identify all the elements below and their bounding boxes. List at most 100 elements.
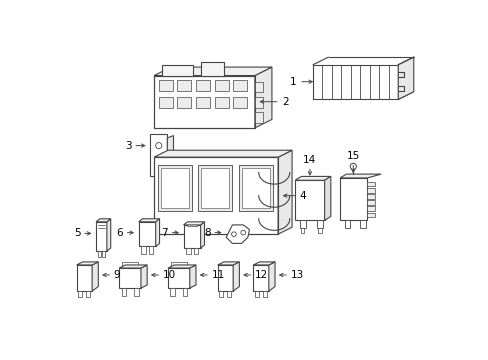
Bar — [102, 251, 105, 257]
Polygon shape — [189, 265, 196, 288]
Bar — [201, 168, 229, 208]
Bar — [366, 194, 374, 199]
Bar — [366, 206, 374, 211]
Bar — [161, 168, 189, 208]
Bar — [196, 97, 209, 108]
Polygon shape — [154, 67, 271, 76]
Text: 12: 12 — [254, 270, 267, 280]
Text: 6: 6 — [116, 228, 123, 238]
Bar — [78, 291, 82, 297]
Polygon shape — [183, 222, 204, 225]
Bar — [177, 97, 191, 108]
Polygon shape — [200, 222, 204, 248]
Bar — [154, 76, 254, 128]
Bar — [154, 76, 254, 128]
Bar — [318, 228, 321, 233]
Bar — [254, 112, 262, 123]
Bar — [122, 288, 126, 296]
Polygon shape — [312, 92, 413, 99]
Polygon shape — [324, 176, 330, 220]
Text: 3: 3 — [125, 141, 131, 150]
Bar — [196, 80, 209, 91]
Text: 5: 5 — [74, 228, 81, 238]
Bar — [187, 222, 196, 226]
Bar — [198, 165, 232, 211]
Bar — [86, 291, 90, 297]
Bar — [193, 248, 198, 254]
Bar — [138, 222, 155, 247]
Polygon shape — [167, 136, 173, 175]
Bar — [185, 248, 190, 254]
Polygon shape — [168, 265, 196, 268]
Bar — [360, 220, 365, 228]
Bar — [214, 97, 228, 108]
Bar — [97, 251, 101, 257]
Bar — [150, 134, 167, 176]
Bar — [233, 97, 246, 108]
Text: 9: 9 — [114, 270, 120, 280]
Bar — [233, 80, 246, 91]
Bar — [162, 65, 192, 76]
Bar — [183, 225, 200, 248]
Bar — [366, 213, 374, 217]
Polygon shape — [295, 176, 330, 180]
Bar — [77, 265, 92, 291]
Bar — [312, 65, 397, 99]
Polygon shape — [92, 262, 98, 291]
Bar — [254, 97, 262, 108]
Bar — [141, 247, 145, 254]
Text: 15: 15 — [346, 151, 359, 161]
Polygon shape — [154, 150, 291, 157]
Bar — [262, 291, 266, 297]
Polygon shape — [254, 67, 271, 128]
Polygon shape — [397, 57, 413, 99]
Bar — [200, 62, 224, 76]
Bar — [366, 182, 374, 186]
Bar — [219, 291, 223, 297]
Bar — [154, 157, 278, 234]
Polygon shape — [278, 150, 291, 234]
Polygon shape — [107, 219, 110, 251]
Bar — [226, 291, 230, 297]
Polygon shape — [138, 219, 159, 222]
Polygon shape — [340, 174, 381, 178]
Bar — [170, 288, 175, 296]
Polygon shape — [253, 262, 274, 265]
Bar — [177, 80, 191, 91]
Bar — [171, 262, 186, 268]
Text: 2: 2 — [282, 97, 288, 107]
Bar — [159, 97, 172, 108]
Text: 10: 10 — [163, 270, 175, 280]
Text: 1: 1 — [289, 77, 295, 87]
Bar — [366, 200, 374, 205]
Bar — [96, 222, 107, 251]
Bar — [238, 165, 272, 211]
Polygon shape — [155, 219, 159, 247]
Bar — [254, 291, 258, 297]
Bar — [253, 265, 268, 291]
Polygon shape — [96, 219, 110, 222]
Text: 4: 4 — [299, 191, 306, 201]
Bar — [122, 262, 138, 268]
Bar — [344, 220, 349, 228]
Bar — [134, 288, 138, 296]
Polygon shape — [226, 225, 249, 243]
Bar — [214, 80, 228, 91]
Bar — [158, 165, 192, 211]
Text: 8: 8 — [203, 228, 210, 238]
Polygon shape — [119, 265, 147, 268]
Bar — [366, 188, 374, 193]
Bar — [148, 247, 153, 254]
Polygon shape — [268, 262, 274, 291]
Bar — [183, 288, 187, 296]
Bar — [168, 268, 189, 288]
Bar — [301, 228, 304, 233]
Bar — [217, 265, 233, 291]
Text: 13: 13 — [290, 270, 303, 280]
Bar — [254, 82, 262, 93]
Text: 14: 14 — [303, 155, 316, 165]
Bar — [241, 168, 269, 208]
Bar — [299, 220, 305, 228]
Polygon shape — [233, 262, 239, 291]
Bar — [159, 80, 172, 91]
